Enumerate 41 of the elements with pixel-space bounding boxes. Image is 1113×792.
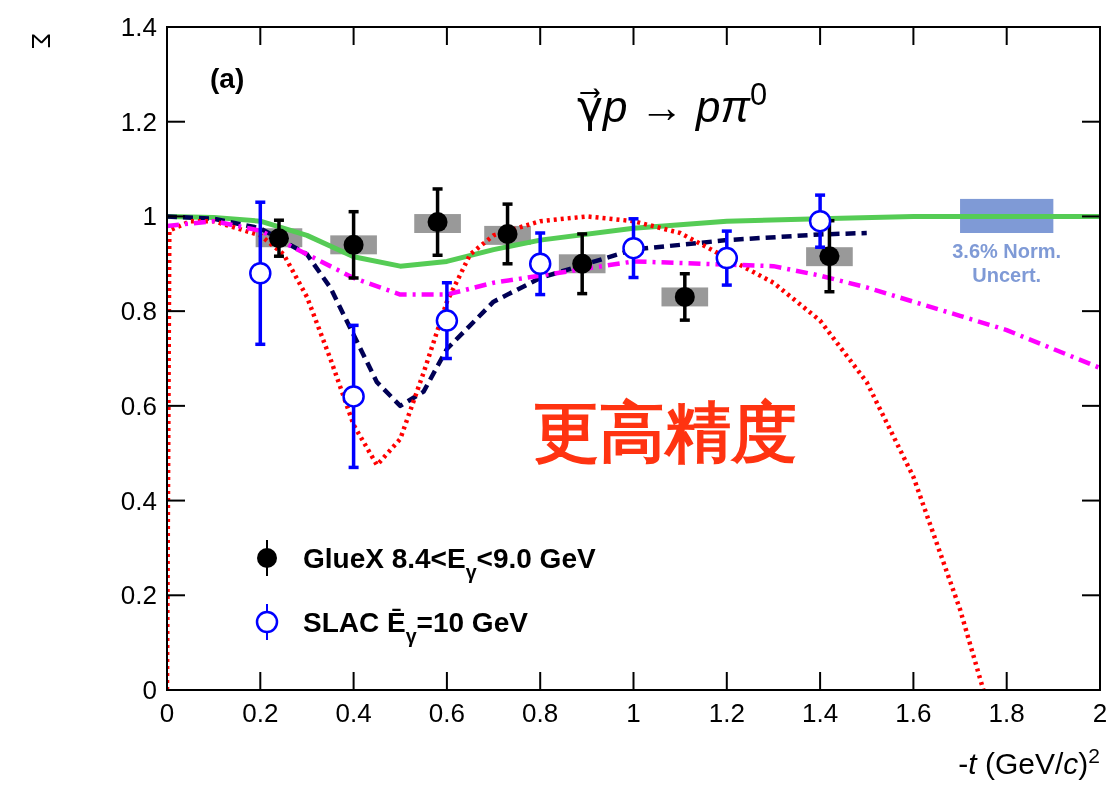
y-tick-label: 0.8 — [120, 296, 157, 327]
point — [342, 385, 365, 408]
y-tick-label: 1 — [142, 201, 157, 232]
x-tick-label: 1.2 — [708, 698, 745, 728]
y-axis-title: Σ — [26, 32, 56, 50]
x-tick-label: 0.2 — [242, 698, 279, 728]
point — [572, 253, 593, 274]
point — [268, 228, 289, 249]
x-tick-label: 2 — [1092, 698, 1108, 728]
x-axis-title: -t (GeV/c)$^{2}$ — [958, 743, 1100, 780]
point — [528, 252, 552, 276]
point — [808, 209, 832, 233]
point — [674, 286, 695, 307]
x-tick-label: 1.4 — [802, 698, 839, 728]
point — [715, 246, 739, 270]
x-tick-label: 1.6 — [895, 698, 932, 728]
annotation: 更高精度 — [533, 396, 797, 469]
point — [819, 246, 840, 267]
point — [622, 236, 645, 260]
line-series — [167, 218, 1100, 371]
point — [435, 309, 459, 332]
point — [249, 262, 272, 285]
legend-label: SLAC Ē$_{γ}$=10 GeV — [303, 607, 529, 647]
annotation: (a) — [210, 63, 245, 94]
x-tick-label: 0.4 — [335, 698, 372, 728]
y-tick-label: 1.4 — [120, 12, 157, 42]
y-tick-label: 1.2 — [120, 106, 157, 137]
y-tick-label: 0.4 — [120, 485, 157, 516]
x-tick-label: 0.8 — [522, 698, 559, 728]
y-tick-label: 0.2 — [120, 580, 157, 611]
text: γ⃗p → pπ$^{0}$ — [576, 76, 768, 131]
y-tick-label: 0 — [142, 675, 157, 705]
y-tick-label: 0.6 — [120, 390, 157, 421]
x-tick-label: 1 — [626, 698, 641, 728]
point — [343, 234, 364, 255]
x-tick-label: 1.8 — [988, 698, 1025, 728]
annotation: 3.6% Norm. Uncert. — [952, 240, 1062, 287]
legend-label: GlueX 8.4<E$_{γ}$<9.0 GeV — [303, 543, 596, 583]
point — [497, 223, 518, 244]
point — [427, 212, 448, 233]
x-tick-label: 0.6 — [428, 698, 465, 728]
